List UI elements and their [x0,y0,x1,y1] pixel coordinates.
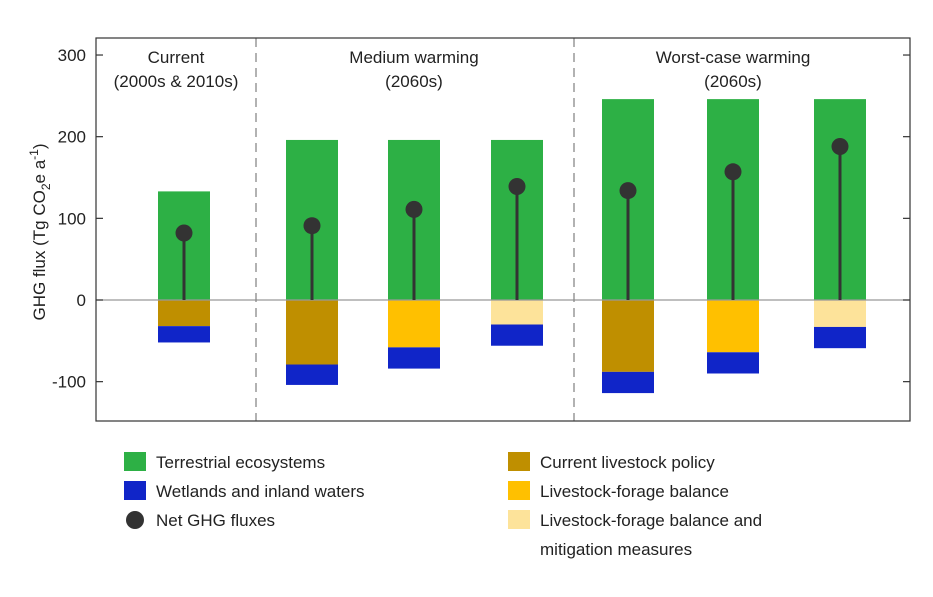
livestock-bar [491,300,543,325]
y-axis-label-suffix: ) [30,143,49,149]
y-axis: 300 200 100 0 -100 GHG flux (Tg CO2e a-1) [27,37,911,422]
net-flux-point [619,182,637,200]
legend-marker-terrestrial [124,452,146,471]
legend: Terrestrial ecosystems Current livestock … [124,452,762,559]
y-tick-label: 200 [58,128,86,147]
y-tick-label: 0 [77,291,86,310]
y-axis-label-subscript: 2 [39,183,53,190]
legend-marker-mitigation [508,510,530,529]
legend-label-mitigation: Livestock-forage balance and [540,511,762,530]
y-tick-label: 100 [58,209,86,228]
legend-label-mitigation-line2: mitigation measures [540,540,692,559]
y-axis-label: GHG flux (Tg CO2e a-1) [27,143,53,320]
net-flux-point [405,200,423,218]
wetlands-bar [814,326,866,349]
plot-frame [95,37,911,422]
legend-label-current: Current livestock policy [540,453,715,472]
group-label: Worst-case warming [656,48,811,67]
wetlands-bar [286,364,338,385]
livestock-bar [286,300,338,365]
legend-label-net: Net GHG fluxes [156,511,275,530]
group-sublabel: (2060s) [385,72,443,91]
livestock-bar [388,300,440,348]
livestock-bar [707,300,759,353]
y-tick-label: 300 [58,46,86,65]
wetlands-bar [707,352,759,374]
net-flux-point [175,224,193,242]
legend-marker-net [126,511,144,529]
group-sublabel: (2060s) [704,72,762,91]
y-axis-label-superscript: -1 [27,149,41,160]
wetlands-bar [388,347,440,369]
legend-marker-balance [508,481,530,500]
net-flux-point [724,163,742,181]
group-label: Current [148,48,205,67]
net-flux-point [303,217,321,235]
livestock-bar [602,300,654,372]
livestock-bar [158,300,210,327]
legend-marker-wetlands [124,481,146,500]
legend-marker-current [508,452,530,471]
net-flux-point [508,177,526,195]
legend-label-wetlands: Wetlands and inland waters [156,482,365,501]
net-flux-point [831,137,849,155]
wetlands-bar [491,324,543,346]
wetlands-bar [602,371,654,394]
group-label: Medium warming [349,48,478,67]
plot-area: Current (2000s & 2010s) Medium warming (206… [96,38,910,421]
y-axis-label-mid: e a [30,159,49,183]
y-axis-label-prefix: GHG flux (Tg CO [30,190,49,320]
y-tick-label: -100 [52,373,86,392]
group-sublabel: (2000s & 2010s) [114,72,239,91]
wetlands-bar [158,326,210,343]
legend-label-balance: Livestock-forage balance [540,482,729,501]
legend-label-terrestrial: Terrestrial ecosystems [156,453,325,472]
livestock-bar [814,300,866,327]
